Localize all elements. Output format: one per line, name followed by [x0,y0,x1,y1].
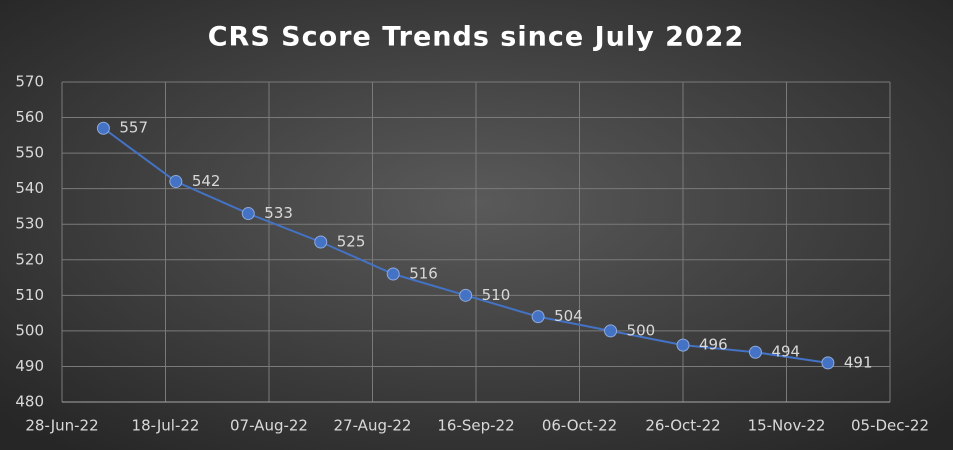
x-tick-label: 16-Sep-22 [437,417,514,435]
point [169,175,183,189]
x-tick-label: 07-Aug-22 [230,417,308,435]
x-tick-label: 28-Jun-22 [25,417,98,435]
data-label: 542 [192,172,221,190]
y-tick-label: 530 [15,215,44,233]
y-tick-label: 570 [15,73,44,91]
point [604,324,618,338]
y-tick-label: 550 [15,144,44,162]
point [314,235,328,249]
y-tick-label: 500 [15,321,44,339]
point [821,356,835,370]
data-label: 510 [482,286,511,304]
y-tick-label: 560 [15,108,44,126]
data-label: 504 [554,307,583,325]
data-label: 500 [627,321,656,339]
chart-title: CRS Score Trends since July 2022 [208,22,745,53]
data-label: 494 [771,343,800,361]
y-tick-label: 510 [15,286,44,304]
point [96,121,110,135]
y-tick-label: 540 [15,179,44,197]
data-label: 533 [264,204,293,222]
point [531,310,545,324]
point [386,267,400,281]
data-label: 496 [699,336,728,354]
x-tick-label: 27-Aug-22 [334,417,412,435]
data-label: 557 [119,119,148,137]
x-tick-label: 05-Dec-22 [851,417,929,435]
x-tick-label: 26-Oct-22 [645,417,720,435]
y-tick-label: 480 [15,393,44,411]
point [748,345,762,359]
point [241,207,255,221]
data-label: 525 [337,233,366,251]
data-label: 516 [409,265,438,283]
point [676,338,690,352]
x-tick-label: 15-Nov-22 [748,417,826,435]
point [459,288,473,302]
x-tick-label: 18-Jul-22 [132,417,200,435]
data-label: 491 [844,353,873,371]
x-tick-label: 06-Oct-22 [542,417,617,435]
y-tick-label: 520 [15,250,44,268]
y-tick-label: 490 [15,357,44,375]
